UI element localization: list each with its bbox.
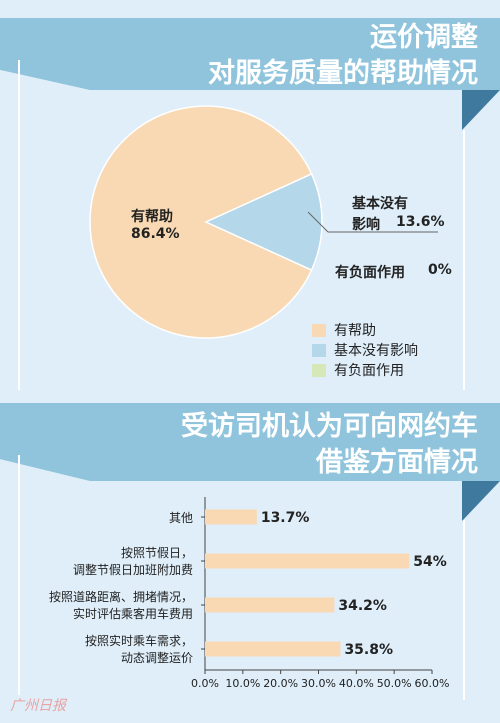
category-label: 实时评估乘客用车费用 — [73, 606, 193, 621]
section1-banner: 运价调整 对服务质量的帮助情况 — [0, 18, 500, 90]
pie-label-negative-value: 0% — [428, 262, 452, 278]
pie-leader-line — [307, 211, 329, 233]
legend-item-no-effect: 基本没有影响 — [312, 341, 418, 359]
pie-chart — [89, 105, 438, 339]
bar — [205, 641, 341, 657]
section2-banner: 受访司机认为可向网约车 借鉴方面情况 — [0, 403, 500, 481]
panel2-left-line — [18, 455, 20, 695]
pie-slice-no-effect — [204, 172, 323, 272]
x-tick-label: 20.0% — [263, 677, 298, 690]
section1-title-line2: 对服务质量的帮助情况 — [208, 58, 478, 89]
bar-value-label: 35.8% — [344, 642, 393, 658]
pie-label-helpful-value: 86.4% — [131, 226, 180, 242]
x-tick-label: 50.0% — [377, 677, 412, 690]
bar — [205, 597, 335, 613]
legend-label-negative: 有负面作用 — [334, 363, 404, 379]
bar-value-label: 54% — [413, 554, 447, 570]
section2-title-line2: 借鉴方面情况 — [316, 447, 478, 478]
x-tick-label: 40.0% — [339, 677, 374, 690]
x-tick-label: 60.0% — [415, 677, 450, 690]
legend-swatch-no-effect — [312, 343, 326, 357]
panel1-left-line — [18, 60, 20, 390]
x-tick-label: 0.0% — [191, 677, 219, 690]
panel2-right-line — [463, 520, 465, 700]
x-tick-label: 10.0% — [225, 677, 260, 690]
legend-item-negative: 有负面作用 — [312, 361, 404, 379]
category-label: 动态调整运价 — [121, 650, 193, 665]
section2-title-line1: 受访司机认为可向网约车 — [181, 411, 478, 442]
section1-title-line1: 运价调整 — [370, 22, 478, 53]
legend-item-helpful: 有帮助 — [312, 321, 376, 339]
legend-label-no-effect: 基本没有影响 — [334, 343, 418, 359]
pie-label-helpful-name: 有帮助 — [131, 209, 173, 225]
pie-label-no-effect-line1: 基本没有 — [352, 196, 408, 212]
category-label: 按照实时乘车需求， — [85, 633, 193, 648]
panel1-right-line — [463, 130, 465, 390]
bar — [205, 509, 257, 525]
pie-label-no-effect-value: 13.6% — [396, 214, 445, 230]
section1-banner-fold — [462, 90, 500, 130]
bar — [205, 553, 410, 569]
section2-banner-fold — [462, 481, 500, 521]
watermark-logo: 广州日报 — [10, 698, 66, 714]
pie-slice-helpful — [89, 105, 313, 339]
x-tick-label: 30.0% — [301, 677, 336, 690]
category-label: 调整节假日加班附加费 — [73, 562, 193, 577]
pie-label-no-effect-line2: 影响 — [352, 217, 380, 233]
category-label: 按照节假日， — [121, 546, 193, 560]
bar-value-label: 34.2% — [338, 598, 387, 614]
category-label: 其他 — [169, 511, 193, 525]
legend-label-helpful: 有帮助 — [334, 323, 376, 339]
category-label: 按照道路距离、拥堵情况， — [49, 589, 193, 604]
bar-value-label: 13.7% — [261, 510, 310, 526]
legend-swatch-negative — [312, 363, 326, 377]
legend-swatch-helpful — [312, 323, 326, 337]
pie-label-negative-name: 有负面作用 — [335, 265, 405, 281]
